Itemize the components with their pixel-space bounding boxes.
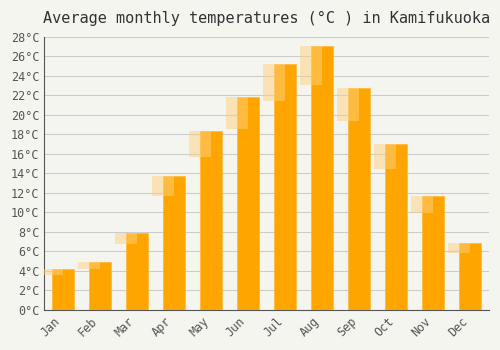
Bar <box>411 196 434 213</box>
Bar <box>52 269 74 310</box>
Bar <box>115 233 137 244</box>
Bar <box>374 144 396 169</box>
Bar <box>163 176 185 310</box>
Bar <box>263 64 285 101</box>
Bar <box>237 97 260 310</box>
Bar <box>152 176 174 196</box>
Title: Average monthly temperatures (°C ) in Kamifukuoka: Average monthly temperatures (°C ) in Ka… <box>43 11 490 26</box>
Bar <box>274 64 296 310</box>
Bar <box>126 233 148 310</box>
Bar <box>337 88 359 121</box>
Bar <box>448 243 470 253</box>
Bar <box>385 144 407 310</box>
Bar <box>460 243 481 310</box>
Bar <box>41 269 63 275</box>
Bar <box>200 131 222 310</box>
Bar <box>300 46 322 85</box>
Bar <box>226 97 248 129</box>
Bar <box>348 88 370 310</box>
Bar <box>89 262 111 310</box>
Bar <box>311 46 334 310</box>
Bar <box>189 131 211 158</box>
Bar <box>422 196 444 310</box>
Bar <box>78 262 100 269</box>
